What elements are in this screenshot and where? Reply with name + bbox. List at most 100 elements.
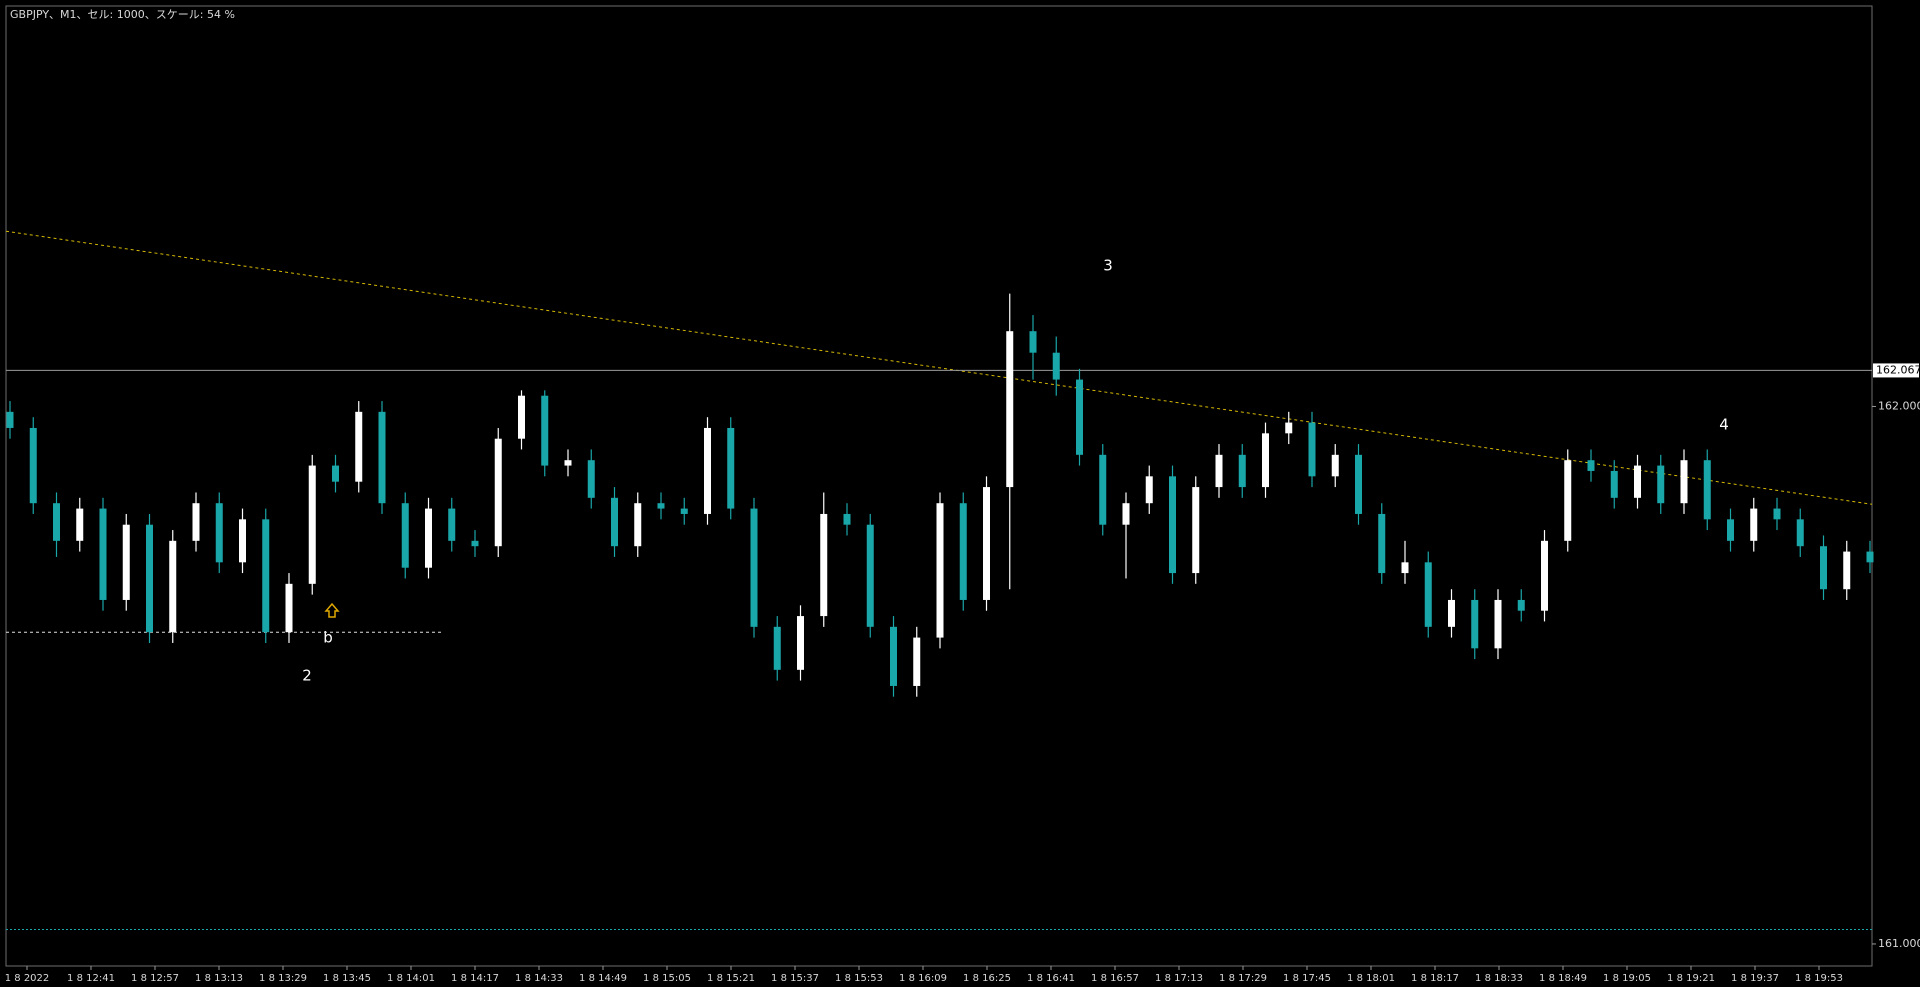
- candle-body: [959, 503, 967, 600]
- x-tick-label: 1 8 17:13: [1155, 973, 1203, 984]
- candle-body: [1331, 454, 1339, 477]
- candle-body: [6, 411, 14, 428]
- candle-body: [1378, 513, 1386, 574]
- x-tick-label: 1 8 17:29: [1219, 973, 1267, 984]
- candle-body: [355, 411, 363, 482]
- wave-label: 4: [1719, 416, 1729, 434]
- candle-body: [843, 513, 851, 525]
- x-tick-label: 1 8 16:57: [1091, 973, 1139, 984]
- candle-body: [1634, 465, 1641, 498]
- trend-line: [5, 230, 1873, 505]
- candle-body: [1866, 551, 1874, 563]
- candle-body: [1541, 540, 1548, 611]
- candle-body: [1564, 460, 1572, 541]
- candle-body: [1517, 599, 1525, 611]
- candle-body: [1820, 546, 1827, 590]
- x-tick-label: 1 8 16:25: [963, 973, 1011, 984]
- candle-body: [1262, 433, 1269, 488]
- candle-body: [1006, 331, 1014, 488]
- candle-body: [169, 540, 177, 633]
- candle-body: [1076, 379, 1083, 455]
- candle-body: [76, 508, 84, 541]
- x-tick-label: 1 8 15:05: [643, 973, 691, 984]
- candle-body: [215, 503, 223, 563]
- candle-body: [1029, 331, 1037, 353]
- candle-body: [99, 508, 107, 600]
- candle-body: [1471, 599, 1479, 649]
- x-tick-label: 1 8 14:49: [579, 973, 627, 984]
- candle-body: [518, 395, 525, 439]
- x-tick-label: 1 8 13:45: [323, 973, 371, 984]
- candle-body: [1308, 422, 1316, 477]
- x-tick-label: 1 8 15:37: [771, 973, 819, 984]
- x-tick-label: 1 8 13:29: [259, 973, 307, 984]
- candle-body: [797, 616, 804, 670]
- x-tick-label: 1 8 16:41: [1027, 973, 1075, 984]
- candle-body: [1215, 454, 1223, 488]
- candle-body: [1587, 460, 1595, 471]
- candle-body: [494, 438, 502, 547]
- candle-body: [983, 487, 990, 600]
- candle-body: [866, 524, 874, 627]
- x-tick-label: 1 8 15:21: [707, 973, 755, 984]
- buy-arrow: [324, 602, 340, 618]
- current-price-box: [1873, 363, 1919, 378]
- candle-body: [564, 460, 572, 466]
- x-tick-label: 1 8 12:57: [131, 973, 179, 984]
- x-tick-label: 1 8 14:33: [515, 973, 563, 984]
- candle-body: [1285, 422, 1293, 434]
- candle-body: [122, 524, 130, 600]
- x-tick-label: 1 8 19:53: [1795, 973, 1843, 984]
- x-tick-label: 1 8 18:33: [1475, 973, 1523, 984]
- candle-body: [820, 513, 828, 617]
- wave-label: 2: [302, 667, 312, 685]
- candle-body: [192, 503, 200, 541]
- candle-body: [541, 395, 549, 466]
- candle-body: [1703, 460, 1711, 520]
- candle-body: [1796, 519, 1804, 547]
- candle-body: [425, 508, 432, 568]
- chart-title: GBPJPY、M1、セル: 1000、スケール: 54 %: [10, 8, 235, 21]
- x-tick-label: 1 8 2022: [5, 973, 50, 984]
- x-tick-label: 1 8 17:45: [1283, 973, 1331, 984]
- candle-body: [1052, 352, 1060, 380]
- candle-body: [29, 427, 37, 504]
- candle-body: [378, 411, 386, 504]
- candle-body: [750, 508, 758, 627]
- candle-body: [308, 465, 316, 584]
- candle-body: [1773, 508, 1781, 520]
- x-tick-label: 1 8 19:21: [1667, 973, 1715, 984]
- plot-frame: [5, 5, 1873, 967]
- candle-body: [1169, 476, 1176, 574]
- candle-body: [448, 508, 456, 541]
- candle-body: [1680, 460, 1688, 504]
- y-tick-label: 161.000: [1878, 937, 1920, 950]
- x-tick-label: 1 8 13:13: [195, 973, 243, 984]
- candle-body: [913, 637, 921, 686]
- wave-label: b: [323, 629, 333, 647]
- candle-body: [1843, 551, 1851, 590]
- candle-body: [262, 519, 270, 633]
- candle-body: [634, 503, 642, 547]
- y-tick-label: 162.000: [1878, 399, 1920, 412]
- candle-body: [1355, 454, 1362, 514]
- candle-body: [1727, 519, 1734, 541]
- candle-body: [587, 460, 595, 498]
- candle-body: [1099, 454, 1107, 525]
- wave-label: 3: [1103, 257, 1113, 275]
- x-tick-label: 1 8 16:09: [899, 973, 947, 984]
- candle-body: [401, 503, 409, 568]
- x-tick-label: 1 8 15:53: [835, 973, 883, 984]
- candle-body: [53, 503, 60, 541]
- current-price-label: 162.067: [1876, 363, 1920, 376]
- candle-body: [890, 626, 897, 686]
- x-tick-label: 1 8 14:01: [387, 973, 435, 984]
- candle-body: [1657, 465, 1665, 504]
- candle-body: [471, 540, 479, 547]
- candle-body: [773, 626, 781, 670]
- candle-body: [1238, 454, 1246, 488]
- candle-body: [1610, 470, 1618, 498]
- candle-body: [611, 497, 618, 547]
- candle-body: [1192, 487, 1200, 574]
